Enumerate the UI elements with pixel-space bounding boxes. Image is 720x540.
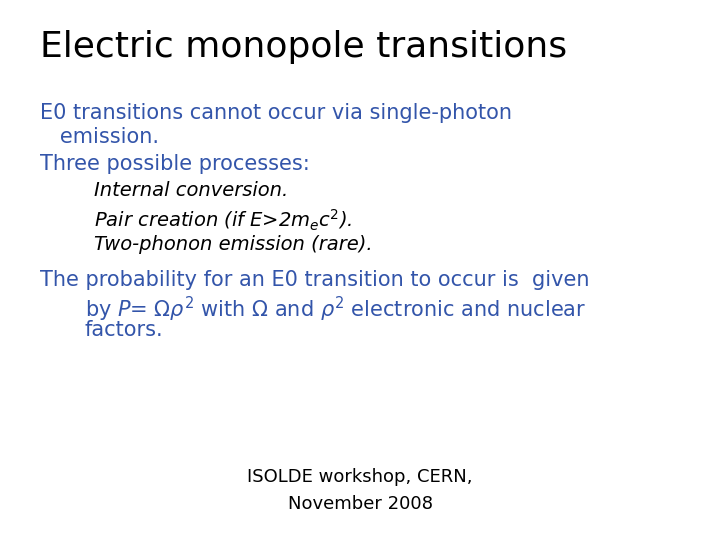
Text: ISOLDE workshop, CERN,: ISOLDE workshop, CERN, — [247, 468, 473, 486]
Text: Two-phonon emission (rare).: Two-phonon emission (rare). — [94, 235, 372, 254]
Text: The probability for an E0 transition to occur is  given: The probability for an E0 transition to … — [40, 270, 589, 290]
Text: Three possible processes:: Three possible processes: — [40, 154, 310, 174]
Text: Electric monopole transitions: Electric monopole transitions — [40, 30, 567, 64]
Text: emission.: emission. — [40, 127, 158, 147]
Text: Internal conversion.: Internal conversion. — [94, 181, 288, 200]
Text: factors.: factors. — [85, 320, 163, 340]
Text: Pair creation (if E>2m$_e$c$^2$).: Pair creation (if E>2m$_e$c$^2$). — [94, 208, 352, 233]
Text: November 2008: November 2008 — [287, 495, 433, 513]
Text: E0 transitions cannot occur via single-photon: E0 transitions cannot occur via single-p… — [40, 103, 512, 123]
Text: by $\mathit{P}$= $\mathit{\Omega\rho}^2$ with $\mathit{\Omega}$ and $\mathit{\rh: by $\mathit{P}$= $\mathit{\Omega\rho}^2$… — [85, 294, 586, 323]
